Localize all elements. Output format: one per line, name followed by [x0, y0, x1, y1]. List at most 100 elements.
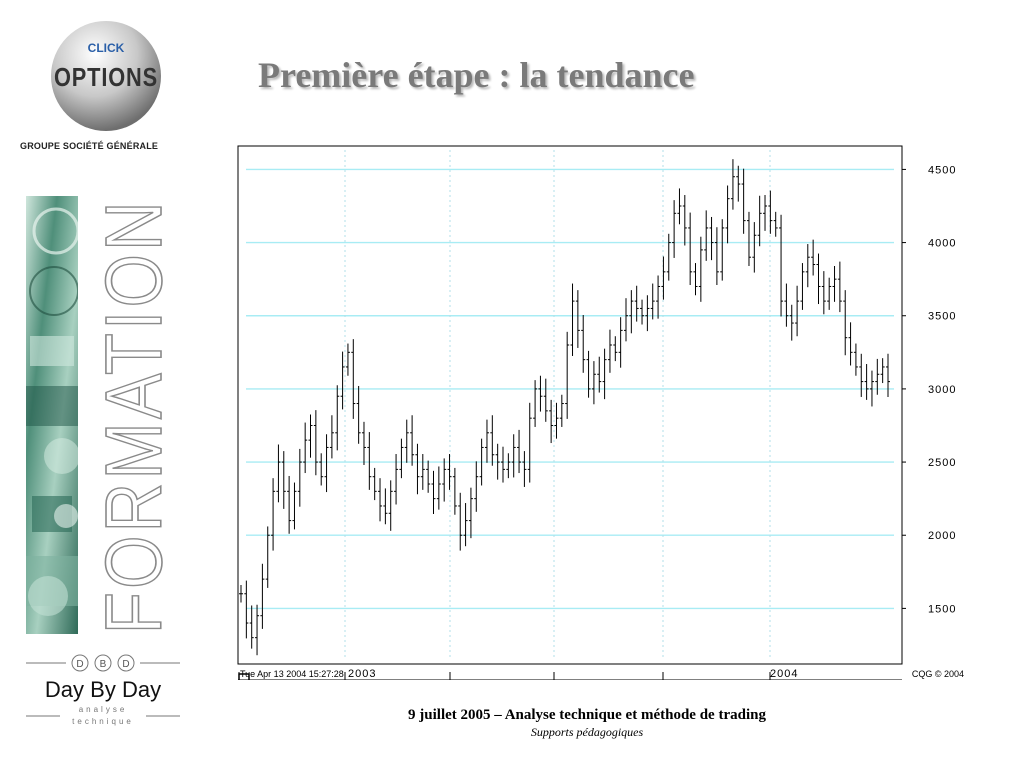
price-bar — [709, 216, 714, 261]
price-bar — [538, 375, 543, 412]
price-bar — [650, 283, 655, 320]
price-bar — [559, 394, 564, 427]
price-bar — [634, 285, 639, 322]
price-bar — [303, 422, 308, 474]
price-bar — [351, 339, 356, 419]
svg-text:D: D — [122, 659, 129, 670]
price-bar — [661, 256, 666, 300]
price-bar — [688, 212, 693, 286]
price-bar — [821, 271, 826, 315]
price-bar — [613, 336, 618, 362]
price-bar — [629, 290, 634, 334]
price-bar — [410, 415, 415, 466]
price-bar — [773, 211, 778, 237]
y-tick-label: 2500 — [928, 457, 956, 469]
price-bar — [313, 410, 318, 476]
price-bar — [378, 478, 383, 522]
price-bar — [426, 460, 431, 493]
price-bar — [297, 448, 302, 507]
y-tick-label: 3000 — [928, 384, 956, 396]
price-bar — [367, 432, 372, 490]
price-bar — [549, 399, 554, 444]
price-bar — [522, 451, 527, 487]
price-bar — [859, 353, 864, 397]
price-bar — [597, 356, 602, 393]
price-bar — [383, 488, 388, 525]
price-bar — [340, 351, 345, 410]
svg-text:technique: technique — [72, 717, 134, 726]
price-bar — [517, 429, 522, 474]
price-bar — [591, 361, 596, 405]
price-bar — [501, 446, 506, 483]
price-bar — [875, 358, 880, 395]
price-bar — [287, 475, 292, 534]
price-bar — [725, 185, 730, 244]
price-bar — [570, 283, 575, 356]
chart-timestamp: Tue Apr 13 2004 15:27:28 — [240, 669, 344, 679]
click-options-logo: CLICK OPTIONS — [51, 21, 161, 131]
plot-frame — [237, 145, 903, 665]
price-bar — [640, 299, 645, 325]
price-bar — [645, 295, 650, 332]
price-bar — [468, 487, 473, 539]
svg-text:D: D — [76, 659, 83, 670]
svg-text:OPTIONS: OPTIONS — [54, 62, 158, 92]
price-bar — [752, 222, 757, 273]
price-bar — [490, 415, 495, 466]
price-bar — [853, 343, 858, 376]
price-bar — [276, 444, 281, 503]
price-bar — [618, 317, 623, 368]
price-bar — [768, 190, 773, 234]
slide-title: Première étape : la tendance — [258, 55, 695, 95]
price-bar — [463, 503, 468, 547]
price-bar — [324, 434, 329, 493]
price-bar — [623, 298, 628, 342]
y-tick-label: 4500 — [928, 164, 956, 176]
price-bar — [693, 263, 698, 296]
price-bar — [811, 239, 816, 276]
price-bar — [554, 402, 559, 439]
x-tick-label: Jul — [558, 679, 575, 680]
y-tick-label: 2000 — [928, 530, 956, 542]
price-bar — [394, 454, 399, 505]
price-bar — [827, 277, 832, 310]
price-bar — [271, 478, 276, 551]
price-bar — [281, 451, 286, 509]
svg-text:Day By Day: Day By Day — [45, 677, 161, 702]
price-bar — [880, 358, 885, 384]
price-bar — [495, 443, 500, 480]
price-bar — [479, 438, 484, 486]
x-tick-label: Oct — [667, 679, 687, 680]
price-bar — [714, 227, 719, 286]
price-bar — [255, 604, 260, 656]
price-bar — [329, 415, 334, 459]
price-bar — [586, 350, 591, 398]
x-tick-label: Jan — [349, 679, 370, 680]
price-bar — [447, 454, 452, 490]
price-bar — [704, 210, 709, 261]
price-bar — [511, 434, 516, 478]
decorative-photo-strip — [26, 196, 78, 634]
price-bar — [452, 467, 457, 515]
price-bar — [404, 419, 409, 463]
price-bar — [431, 470, 436, 515]
price-bar — [335, 385, 340, 451]
price-bar — [730, 159, 735, 210]
year-label: 2003 — [348, 668, 376, 680]
price-bar — [458, 492, 463, 551]
price-bar — [869, 370, 874, 407]
price-bar — [249, 605, 254, 649]
price-bar — [265, 526, 270, 588]
price-bar — [260, 563, 265, 629]
price-bar — [533, 380, 538, 427]
price-bar — [656, 275, 661, 319]
price-bar — [244, 580, 249, 639]
x-tick-label: Jan — [774, 679, 795, 680]
price-bar — [886, 353, 890, 397]
y-tick-label: 3500 — [928, 311, 956, 323]
price-bar — [763, 195, 768, 231]
price-bar — [795, 285, 800, 337]
chart-copyright: CQG © 2004 — [912, 669, 964, 679]
price-bar — [399, 438, 404, 479]
price-bar — [677, 188, 682, 225]
